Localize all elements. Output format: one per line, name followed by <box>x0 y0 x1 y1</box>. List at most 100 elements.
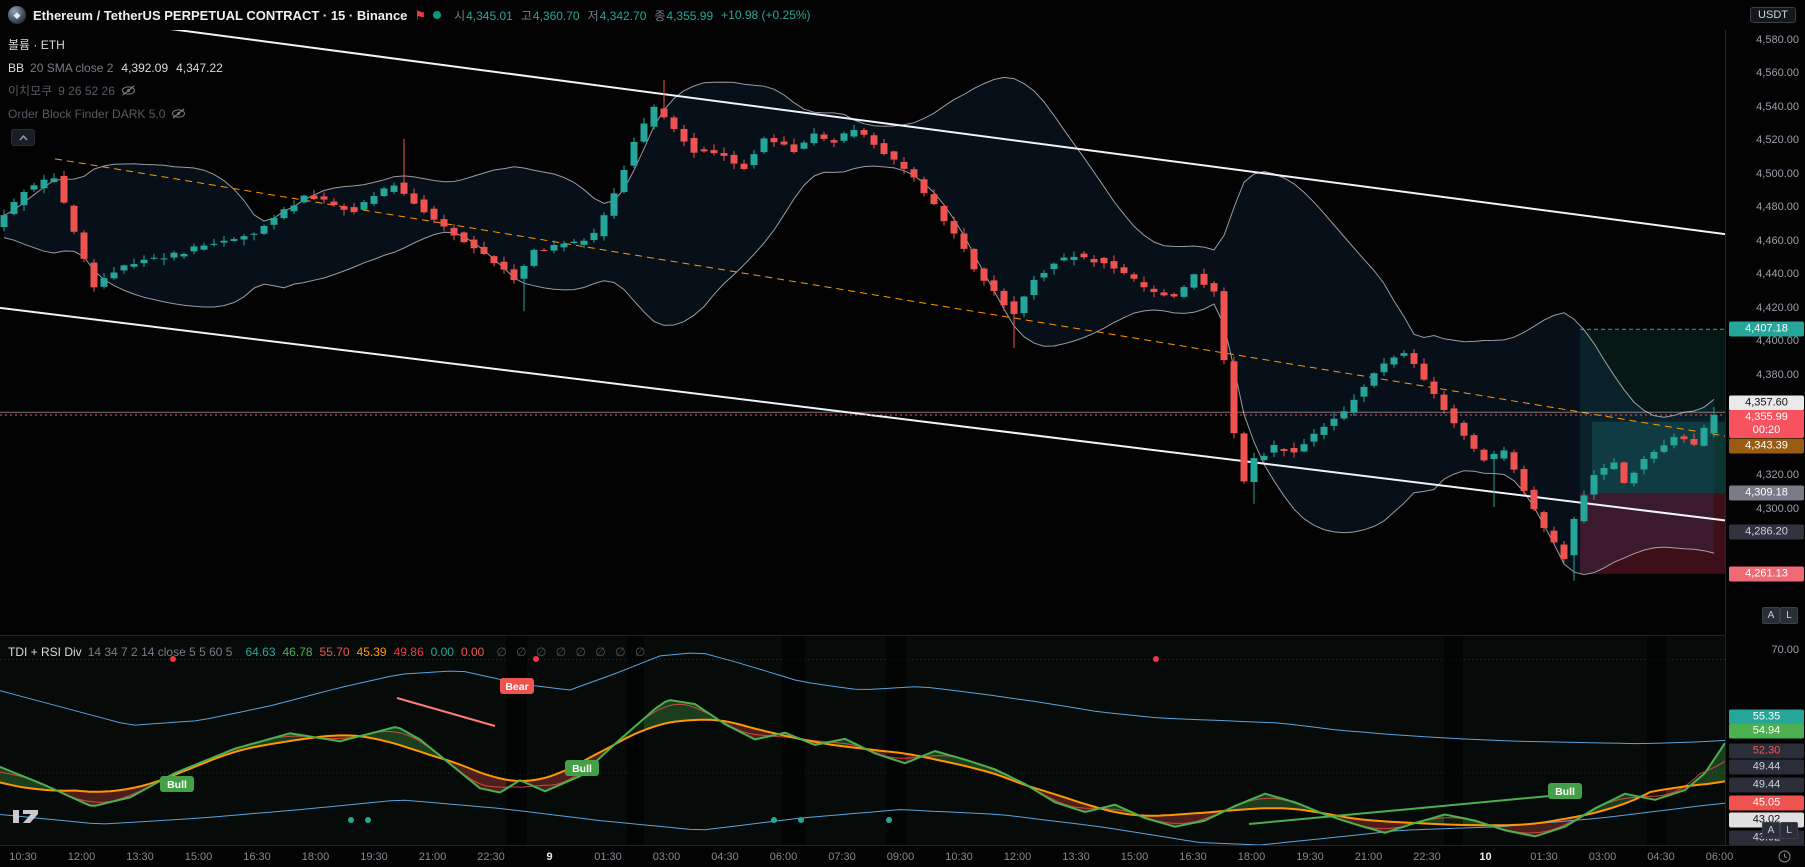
candle <box>530 249 538 266</box>
candle <box>570 241 578 244</box>
legend-volume-row[interactable]: 볼륨 · ETH <box>8 33 223 56</box>
candle <box>1010 301 1018 314</box>
price-axis[interactable]: 4,580.00 4,560.00 4,540.00 4,520.00 4,500.00… <box>1725 30 1805 846</box>
auto-scale-button[interactable]: A <box>1762 822 1780 839</box>
candle <box>1240 433 1248 482</box>
candle <box>1020 296 1028 314</box>
low-value: 4,342.70 <box>599 8 647 23</box>
candle <box>800 142 808 149</box>
candle <box>660 108 668 118</box>
price-label: 4,286.20 <box>1729 524 1804 540</box>
candle <box>870 135 878 145</box>
legend-bb-row[interactable]: BB 20 SMA close 2 4,392.09 4,347.22 <box>8 56 223 79</box>
tdi-empty-values: ∅ ∅ ∅ ∅ ∅ ∅ ∅ ∅ <box>496 644 649 659</box>
candle <box>1620 462 1628 483</box>
candle <box>100 278 108 287</box>
symbol-title[interactable]: Ethereum / TetherUS PERPETUAL CONTRACT ·… <box>33 7 408 23</box>
candle <box>750 154 758 166</box>
tdi-value: 64.63 <box>245 644 276 659</box>
ichimoku-params: 9 26 52 26 <box>58 83 115 98</box>
bb-upper-value: 4,392.09 <box>121 60 169 75</box>
log-scale-button[interactable]: L <box>1780 822 1798 839</box>
bull-dot <box>798 817 804 823</box>
pane-collapse-button[interactable] <box>11 129 35 146</box>
candle <box>1430 381 1438 394</box>
trendline[interactable] <box>54 158 1725 437</box>
svg-text:Bear: Bear <box>505 681 528 693</box>
candle <box>1220 291 1228 361</box>
candle <box>1580 495 1588 522</box>
price-tick-label: 4,560.00 <box>1756 67 1799 80</box>
candle <box>1530 489 1538 510</box>
lower-indicator-canvas[interactable]: Bear Bull Bull Bull <box>0 635 1725 846</box>
main-legend: 볼륨 · ETH BB 20 SMA close 2 4,392.09 4,34… <box>8 33 223 125</box>
candle <box>410 193 418 204</box>
candle <box>640 123 648 142</box>
auto-scale-button[interactable]: A <box>1762 607 1780 624</box>
tradingview-logo[interactable] <box>12 804 42 824</box>
candle <box>1650 451 1658 459</box>
bull-signal-label: Bull <box>160 776 194 792</box>
candle <box>90 262 98 288</box>
candle <box>550 245 558 251</box>
candle <box>920 179 928 194</box>
candle <box>210 243 218 245</box>
candle <box>1080 253 1088 258</box>
tdi-params: 14 34 7 2 14 close 5 5 60 5 <box>87 644 233 659</box>
time-tick-label: 15:00 <box>1120 851 1149 863</box>
candle <box>1680 436 1688 440</box>
legend-tdi-row[interactable]: TDI + RSI Div 14 34 7 2 14 close 5 5 60 … <box>8 640 648 663</box>
time-tick-label: 01:30 <box>1530 851 1558 863</box>
candle <box>1200 273 1208 285</box>
time-tick-label: 22:30 <box>1413 851 1441 863</box>
candle <box>1180 287 1188 297</box>
candle <box>1270 445 1278 453</box>
candle <box>480 246 488 254</box>
candle <box>670 117 678 130</box>
legend-orderblock-row[interactable]: Order Block Finder DARK 5.0 <box>8 102 223 125</box>
candle <box>170 252 178 258</box>
candle <box>330 201 338 205</box>
candle <box>460 232 468 243</box>
candle <box>1300 444 1308 452</box>
eye-off-icon[interactable] <box>121 85 136 96</box>
candle <box>1470 435 1478 449</box>
time-tick-label: 10 <box>1479 851 1492 863</box>
trendline[interactable] <box>0 30 1725 236</box>
bollinger-lower-line <box>3 165 1715 576</box>
svg-text:Bull: Bull <box>167 779 187 791</box>
candle <box>140 259 148 264</box>
candle <box>1280 449 1288 451</box>
time-axis[interactable]: 10:30 12:00 13:30 15:00 16:30 18:00 19:30 21:00… <box>0 845 1805 867</box>
candle <box>990 280 998 291</box>
eye-off-icon[interactable] <box>171 108 186 119</box>
bear-dot <box>170 656 176 662</box>
candle <box>130 264 138 267</box>
time-tick-label: 03:00 <box>1588 851 1617 863</box>
main-chart-canvas[interactable] <box>0 30 1725 635</box>
indicator-value-label: 49.44 <box>1729 777 1804 793</box>
legend-ichimoku-row[interactable]: 이치모쿠 9 26 52 26 <box>8 79 223 102</box>
clock-icon[interactable] <box>1778 850 1791 863</box>
session-stripe <box>1444 636 1463 846</box>
candle <box>690 137 698 153</box>
price-tick-label: 4,480.00 <box>1756 201 1799 214</box>
time-tick-label: 12:00 <box>1003 851 1032 863</box>
trendline[interactable] <box>0 306 1725 522</box>
candle <box>1130 274 1138 279</box>
bull-dot <box>365 817 371 823</box>
time-tick-label: 09:00 <box>886 851 915 863</box>
candle <box>1160 292 1168 296</box>
indicator-value-label: 70.00 <box>1771 644 1799 656</box>
market-status-icon[interactable] <box>433 11 442 19</box>
price-tick-label: 4,500.00 <box>1756 167 1799 180</box>
bollinger-upper-line <box>3 76 1715 418</box>
log-scale-button[interactable]: L <box>1780 607 1798 624</box>
bb-params: 20 SMA close 2 <box>30 60 114 75</box>
candle <box>1400 353 1408 356</box>
currency-unit-button[interactable]: USDT <box>1750 7 1796 23</box>
flag-icon[interactable]: ⚑ <box>414 7 427 23</box>
indicator-value-label: 54.94 <box>1729 723 1804 739</box>
bb-name: BB <box>8 60 25 75</box>
price-label: 4,407.18 <box>1729 321 1804 337</box>
